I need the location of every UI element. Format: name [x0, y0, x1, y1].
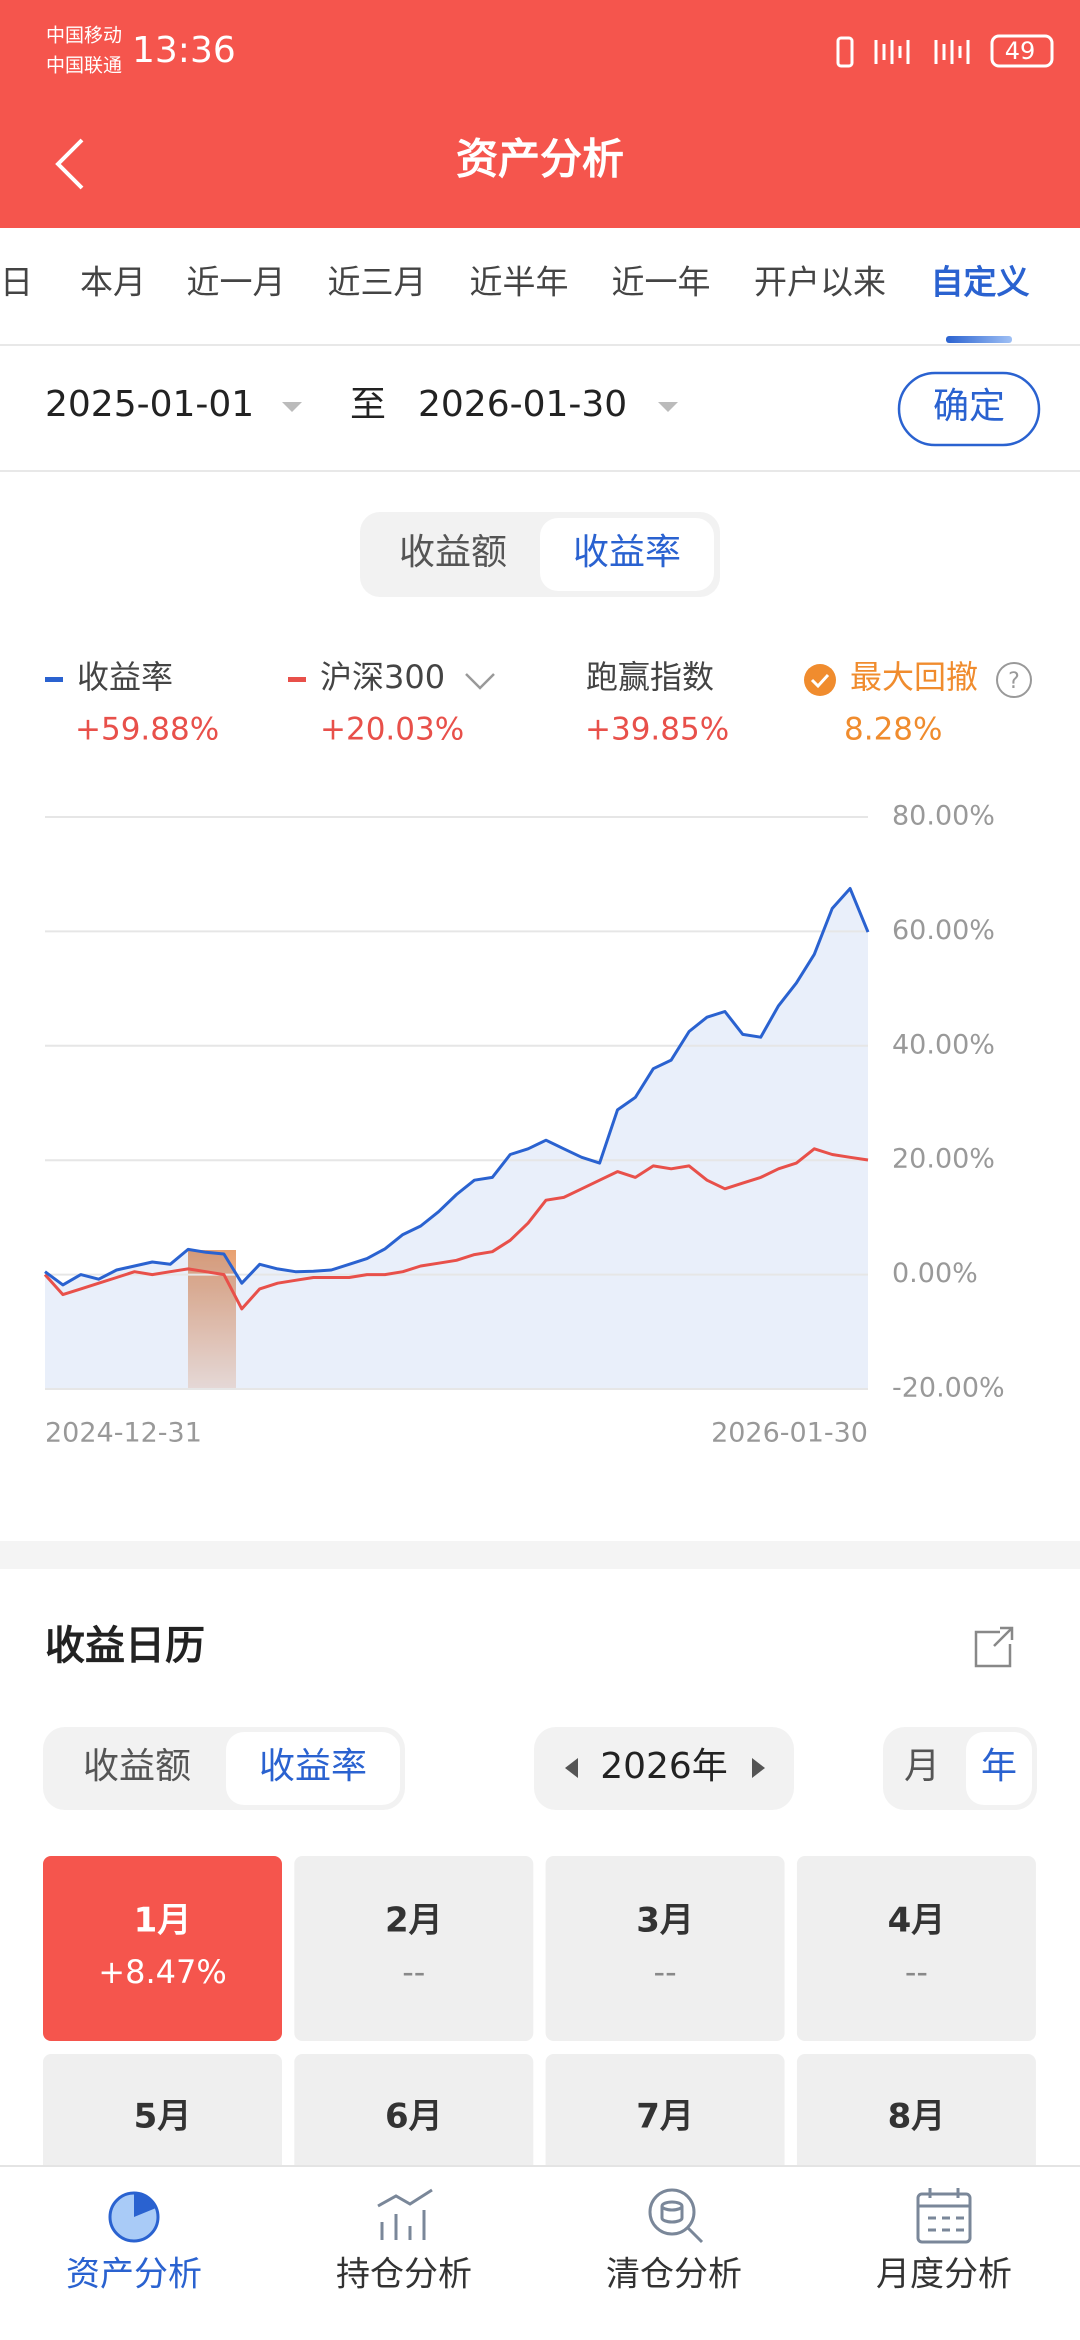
- month-name: 3月: [636, 1901, 694, 1941]
- carrier: 中国联通: [46, 55, 122, 77]
- tab[interactable]: 本月: [80, 263, 146, 302]
- separator: 至: [350, 384, 386, 425]
- year-picker: [534, 1727, 794, 1810]
- toggle-option[interactable]: 收益额: [83, 1746, 191, 1787]
- month-name: 1月: [134, 1901, 192, 1941]
- toggle-active: [540, 518, 714, 591]
- section-title: 收益日历: [45, 1623, 205, 1669]
- tab[interactable]: 近三月: [328, 263, 427, 302]
- area: [45, 888, 868, 1389]
- month-value: --: [654, 1953, 677, 1991]
- nav-item[interactable]: 月度分析: [876, 2255, 1012, 2295]
- status-icons: [836, 34, 1054, 68]
- tab-indicator: [946, 336, 1012, 343]
- month-cell[interactable]: [796, 1856, 1036, 2041]
- x-tick-label: 2026-01-30: [711, 1418, 868, 1449]
- legend-value: 8.28%: [844, 712, 942, 748]
- help-icon[interactable]: [996, 662, 1032, 698]
- y-tick-label: 40.00%: [892, 1029, 995, 1060]
- section-gap: [0, 1541, 1080, 1569]
- dropdown: [282, 402, 302, 412]
- y-tick-label: 60.00%: [892, 915, 995, 946]
- legend-label: 沪深300: [320, 658, 445, 696]
- check-mark: [810, 673, 830, 689]
- y-tick-label: 20.00%: [892, 1144, 995, 1175]
- legend-swatch: [45, 677, 63, 682]
- month-name: 4月: [888, 1901, 946, 1941]
- month-value: --: [402, 1953, 425, 1991]
- tab[interactable]: 自定义: [931, 263, 1030, 302]
- legend-value: +59.88%: [75, 712, 219, 748]
- chevron[interactable]: [465, 673, 495, 690]
- nav-item[interactable]: 资产分析: [66, 2255, 202, 2295]
- month-name: 7月: [636, 2097, 694, 2137]
- nav-icons: [108, 2188, 972, 2244]
- month-name: 8月: [888, 2097, 946, 2137]
- year-label: 2026年: [600, 1746, 728, 1787]
- next-year[interactable]: [752, 1758, 765, 1778]
- tab[interactable]: 开户以来: [754, 263, 886, 302]
- legend-value: +39.85%: [585, 712, 729, 748]
- legend-label: 最大回撤: [850, 658, 978, 696]
- tab[interactable]: 近半年: [470, 263, 569, 302]
- nav-item[interactable]: 清仓分析: [606, 2255, 742, 2295]
- toggle-option[interactable]: 收益率: [573, 532, 681, 573]
- tab[interactable]: 近一月: [187, 263, 286, 302]
- nav-bar: 资产分析 持仓分析 清仓分析 月度分析: [66, 2255, 1012, 2295]
- check[interactable]: [804, 664, 836, 696]
- carrier: 中国移动: [46, 25, 122, 47]
- legend-label: 收益率: [77, 658, 173, 696]
- period-option[interactable]: 年: [981, 1746, 1017, 1787]
- month-cell[interactable]: [43, 1856, 282, 2041]
- dropdown: [658, 402, 678, 412]
- period-option[interactable]: 月: [904, 1746, 940, 1787]
- y-tick-label: 0.00%: [892, 1258, 978, 1289]
- toggle-active: [226, 1732, 400, 1805]
- help-glyph: ?: [1008, 669, 1020, 694]
- tab[interactable]: 当日: [0, 263, 33, 302]
- month-value: +8.47%: [98, 1953, 226, 1991]
- tab-bar: 当日 本月 近一月 近三月 近半年 近一年 开户以来 自定义: [0, 263, 1030, 302]
- legend-swatch: [288, 677, 306, 682]
- confirm-label: 确定: [933, 386, 1005, 427]
- header-bg: [0, 0, 1080, 228]
- back-button[interactable]: [55, 138, 84, 190]
- toggle-active: [966, 1732, 1032, 1805]
- line: [43, 1147, 869, 1311]
- legend-value: +20.03%: [320, 712, 464, 748]
- confirm-button[interactable]: [897, 371, 1041, 447]
- month-name: 5月: [134, 2097, 192, 2137]
- end-date[interactable]: 2026-01-30: [418, 384, 627, 425]
- start-date[interactable]: 2025-01-01: [45, 384, 254, 425]
- nav-bg: [0, 2166, 1080, 2340]
- month-name: 6月: [385, 2097, 443, 2137]
- nav-item[interactable]: 持仓分析: [336, 2255, 472, 2295]
- y-tick-label: -20.00%: [892, 1373, 1005, 1404]
- toggle-option[interactable]: 收益额: [399, 532, 507, 573]
- month-name: 2月: [385, 1901, 443, 1941]
- prev-year[interactable]: [565, 1758, 578, 1778]
- share-icon[interactable]: [974, 1626, 1014, 1668]
- month-cell[interactable]: [545, 1856, 785, 2041]
- legend-label: 跑赢指数: [586, 658, 714, 696]
- y-tick-label: 80.00%: [892, 801, 995, 832]
- month-cell[interactable]: [294, 1856, 534, 2041]
- battery: 49: [1005, 37, 1036, 65]
- tab[interactable]: 近一年: [612, 263, 711, 302]
- line: [44, 887, 870, 1287]
- clock: 13:36: [132, 30, 236, 71]
- page-title: 资产分析: [456, 135, 624, 184]
- chart: 80.00% 60.00% 40.00% 20.00% 0.00% -20.00%: [43, 801, 1005, 1404]
- month-value: --: [905, 1953, 928, 1991]
- toggle-option[interactable]: 收益率: [259, 1746, 367, 1787]
- x-tick-label: 2024-12-31: [45, 1418, 202, 1449]
